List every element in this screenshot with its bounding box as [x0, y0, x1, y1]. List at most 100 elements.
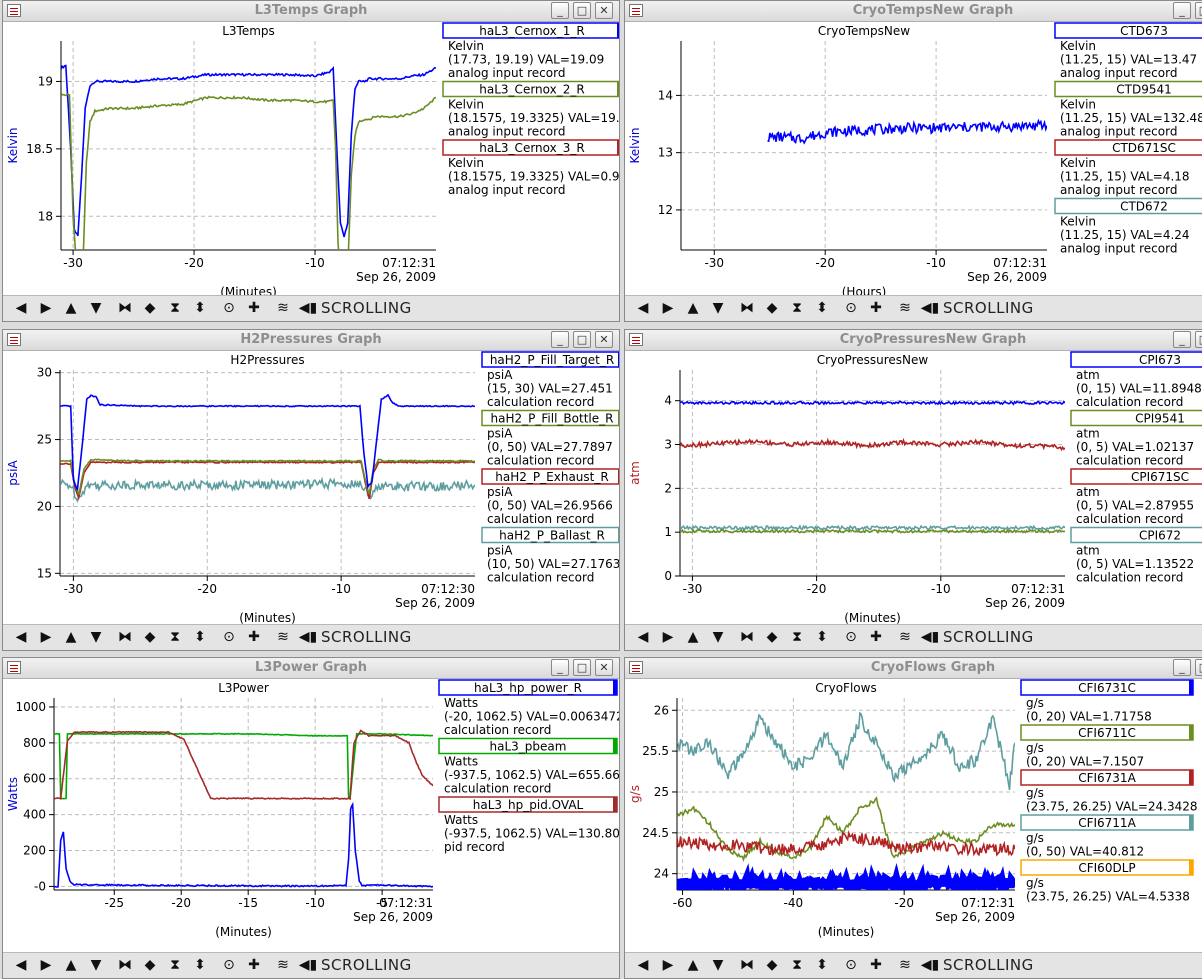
scroll-mode-icon[interactable]: ◀▮	[298, 957, 318, 973]
app-graph-icon[interactable]	[7, 333, 21, 346]
autoscale-icon[interactable]: ≋	[899, 957, 911, 973]
zoom-x-out-icon[interactable]: ◆	[144, 300, 156, 316]
pan-left-icon[interactable]: ◀	[637, 629, 649, 645]
add-icon[interactable]: ✚	[870, 957, 882, 973]
minimize-icon[interactable]: _	[551, 2, 569, 19]
pan-up-icon[interactable]: ▲	[65, 957, 77, 973]
legend-box[interactable]	[1070, 409, 1202, 427]
pan-right-icon[interactable]: ▶	[40, 629, 52, 645]
zoom-y-in-icon[interactable]: ⧗	[792, 629, 802, 645]
add-icon[interactable]: ✚	[248, 300, 260, 316]
add-icon[interactable]: ✚	[248, 957, 260, 973]
scrolling-status[interactable]: SCROLLING	[943, 628, 1034, 646]
add-icon[interactable]: ✚	[870, 629, 882, 645]
reset-icon[interactable]: ⊙	[845, 629, 857, 645]
maximize-icon[interactable]: □	[573, 331, 591, 348]
pan-left-icon[interactable]: ◀	[15, 957, 27, 973]
zoom-y-in-icon[interactable]: ⧗	[792, 300, 802, 316]
scrolling-status[interactable]: SCROLLING	[943, 299, 1034, 317]
pan-down-icon[interactable]: ▼	[712, 300, 724, 316]
pan-down-icon[interactable]: ▼	[90, 629, 102, 645]
zoom-x-in-icon[interactable]: ⧓	[740, 629, 754, 645]
scrolling-status[interactable]: SCROLLING	[943, 956, 1034, 974]
app-graph-icon[interactable]	[629, 661, 643, 674]
zoom-y-out-icon[interactable]: ⬍	[816, 300, 828, 316]
legend-box[interactable]	[1070, 468, 1202, 485]
app-graph-icon[interactable]	[7, 661, 21, 674]
pan-down-icon[interactable]: ▼	[90, 957, 102, 973]
zoom-x-out-icon[interactable]: ◆	[766, 629, 778, 645]
zoom-x-out-icon[interactable]: ◆	[766, 300, 778, 316]
legend-box[interactable]	[481, 409, 619, 427]
zoom-y-out-icon[interactable]: ⬍	[816, 629, 828, 645]
zoom-y-in-icon[interactable]: ⧗	[170, 629, 180, 645]
title-bar[interactable]: L3Power Graph _ □ ✕	[3, 658, 619, 679]
pan-up-icon[interactable]: ▲	[687, 300, 699, 316]
zoom-y-out-icon[interactable]: ⬍	[194, 957, 206, 973]
close-icon[interactable]: ✕	[595, 2, 613, 19]
minimize-icon[interactable]: _	[551, 659, 569, 676]
reset-icon[interactable]: ⊙	[845, 957, 857, 973]
zoom-y-out-icon[interactable]: ⬍	[194, 629, 206, 645]
scroll-mode-icon[interactable]: ◀▮	[298, 300, 318, 316]
legend-box[interactable]	[1054, 197, 1202, 215]
pan-left-icon[interactable]: ◀	[637, 300, 649, 316]
close-icon[interactable]: ✕	[595, 331, 613, 348]
zoom-x-in-icon[interactable]: ⧓	[740, 300, 754, 316]
minimize-icon[interactable]: _	[1173, 2, 1191, 19]
pan-right-icon[interactable]: ▶	[662, 957, 674, 973]
legend-box[interactable]	[1070, 526, 1202, 544]
legend-box[interactable]	[442, 80, 619, 98]
pan-down-icon[interactable]: ▼	[712, 629, 724, 645]
app-graph-icon[interactable]	[7, 4, 21, 17]
pan-up-icon[interactable]: ▲	[687, 629, 699, 645]
legend-box[interactable]	[1054, 22, 1202, 39]
scrolling-status[interactable]: SCROLLING	[321, 299, 412, 317]
add-icon[interactable]: ✚	[870, 300, 882, 316]
zoom-x-in-icon[interactable]: ⧓	[118, 957, 132, 973]
scroll-mode-icon[interactable]: ◀▮	[298, 629, 318, 645]
maximize-icon[interactable]: □	[573, 659, 591, 676]
app-graph-icon[interactable]	[629, 4, 643, 17]
zoom-x-in-icon[interactable]: ⧓	[740, 957, 754, 973]
reset-icon[interactable]: ⊙	[223, 957, 235, 973]
pan-up-icon[interactable]: ▲	[687, 957, 699, 973]
pan-right-icon[interactable]: ▶	[40, 957, 52, 973]
scroll-mode-icon[interactable]: ◀▮	[920, 629, 940, 645]
zoom-x-out-icon[interactable]: ◆	[766, 957, 778, 973]
minimize-icon[interactable]: _	[1173, 331, 1191, 348]
legend-box[interactable]	[1054, 80, 1202, 98]
reset-icon[interactable]: ⊙	[223, 629, 235, 645]
pan-left-icon[interactable]: ◀	[15, 629, 27, 645]
zoom-y-out-icon[interactable]: ⬍	[816, 957, 828, 973]
app-graph-icon[interactable]	[629, 333, 643, 346]
legend-box[interactable]	[442, 22, 619, 39]
pan-up-icon[interactable]: ▲	[65, 629, 77, 645]
add-icon[interactable]: ✚	[248, 629, 260, 645]
zoom-x-out-icon[interactable]: ◆	[144, 629, 156, 645]
legend-box[interactable]	[1070, 351, 1202, 368]
pan-down-icon[interactable]: ▼	[712, 957, 724, 973]
scroll-mode-icon[interactable]: ◀▮	[920, 300, 940, 316]
scroll-mode-icon[interactable]: ◀▮	[920, 957, 940, 973]
autoscale-icon[interactable]: ≋	[277, 300, 289, 316]
reset-icon[interactable]: ⊙	[845, 300, 857, 316]
maximize-icon[interactable]: □	[1195, 2, 1202, 19]
zoom-x-in-icon[interactable]: ⧓	[118, 300, 132, 316]
minimize-icon[interactable]: _	[1173, 659, 1191, 676]
scrolling-status[interactable]: SCROLLING	[321, 628, 412, 646]
legend-box[interactable]	[481, 526, 619, 544]
pan-down-icon[interactable]: ▼	[90, 300, 102, 316]
pan-left-icon[interactable]: ◀	[15, 300, 27, 316]
pan-left-icon[interactable]: ◀	[637, 957, 649, 973]
maximize-icon[interactable]: □	[1195, 659, 1202, 676]
title-bar[interactable]: CryoPressuresNew Graph_□✕	[625, 330, 1202, 351]
title-bar[interactable]: H2Pressures Graph _ □ ✕	[3, 330, 619, 351]
maximize-icon[interactable]: □	[573, 2, 591, 19]
reset-icon[interactable]: ⊙	[223, 300, 235, 316]
maximize-icon[interactable]: □	[1195, 331, 1202, 348]
title-bar[interactable]: L3Temps Graph _ □ ✕	[3, 1, 619, 22]
zoom-y-in-icon[interactable]: ⧗	[170, 957, 180, 973]
title-bar[interactable]: CryoFlows Graph_□✕	[625, 658, 1202, 679]
legend-box[interactable]	[1054, 139, 1202, 156]
